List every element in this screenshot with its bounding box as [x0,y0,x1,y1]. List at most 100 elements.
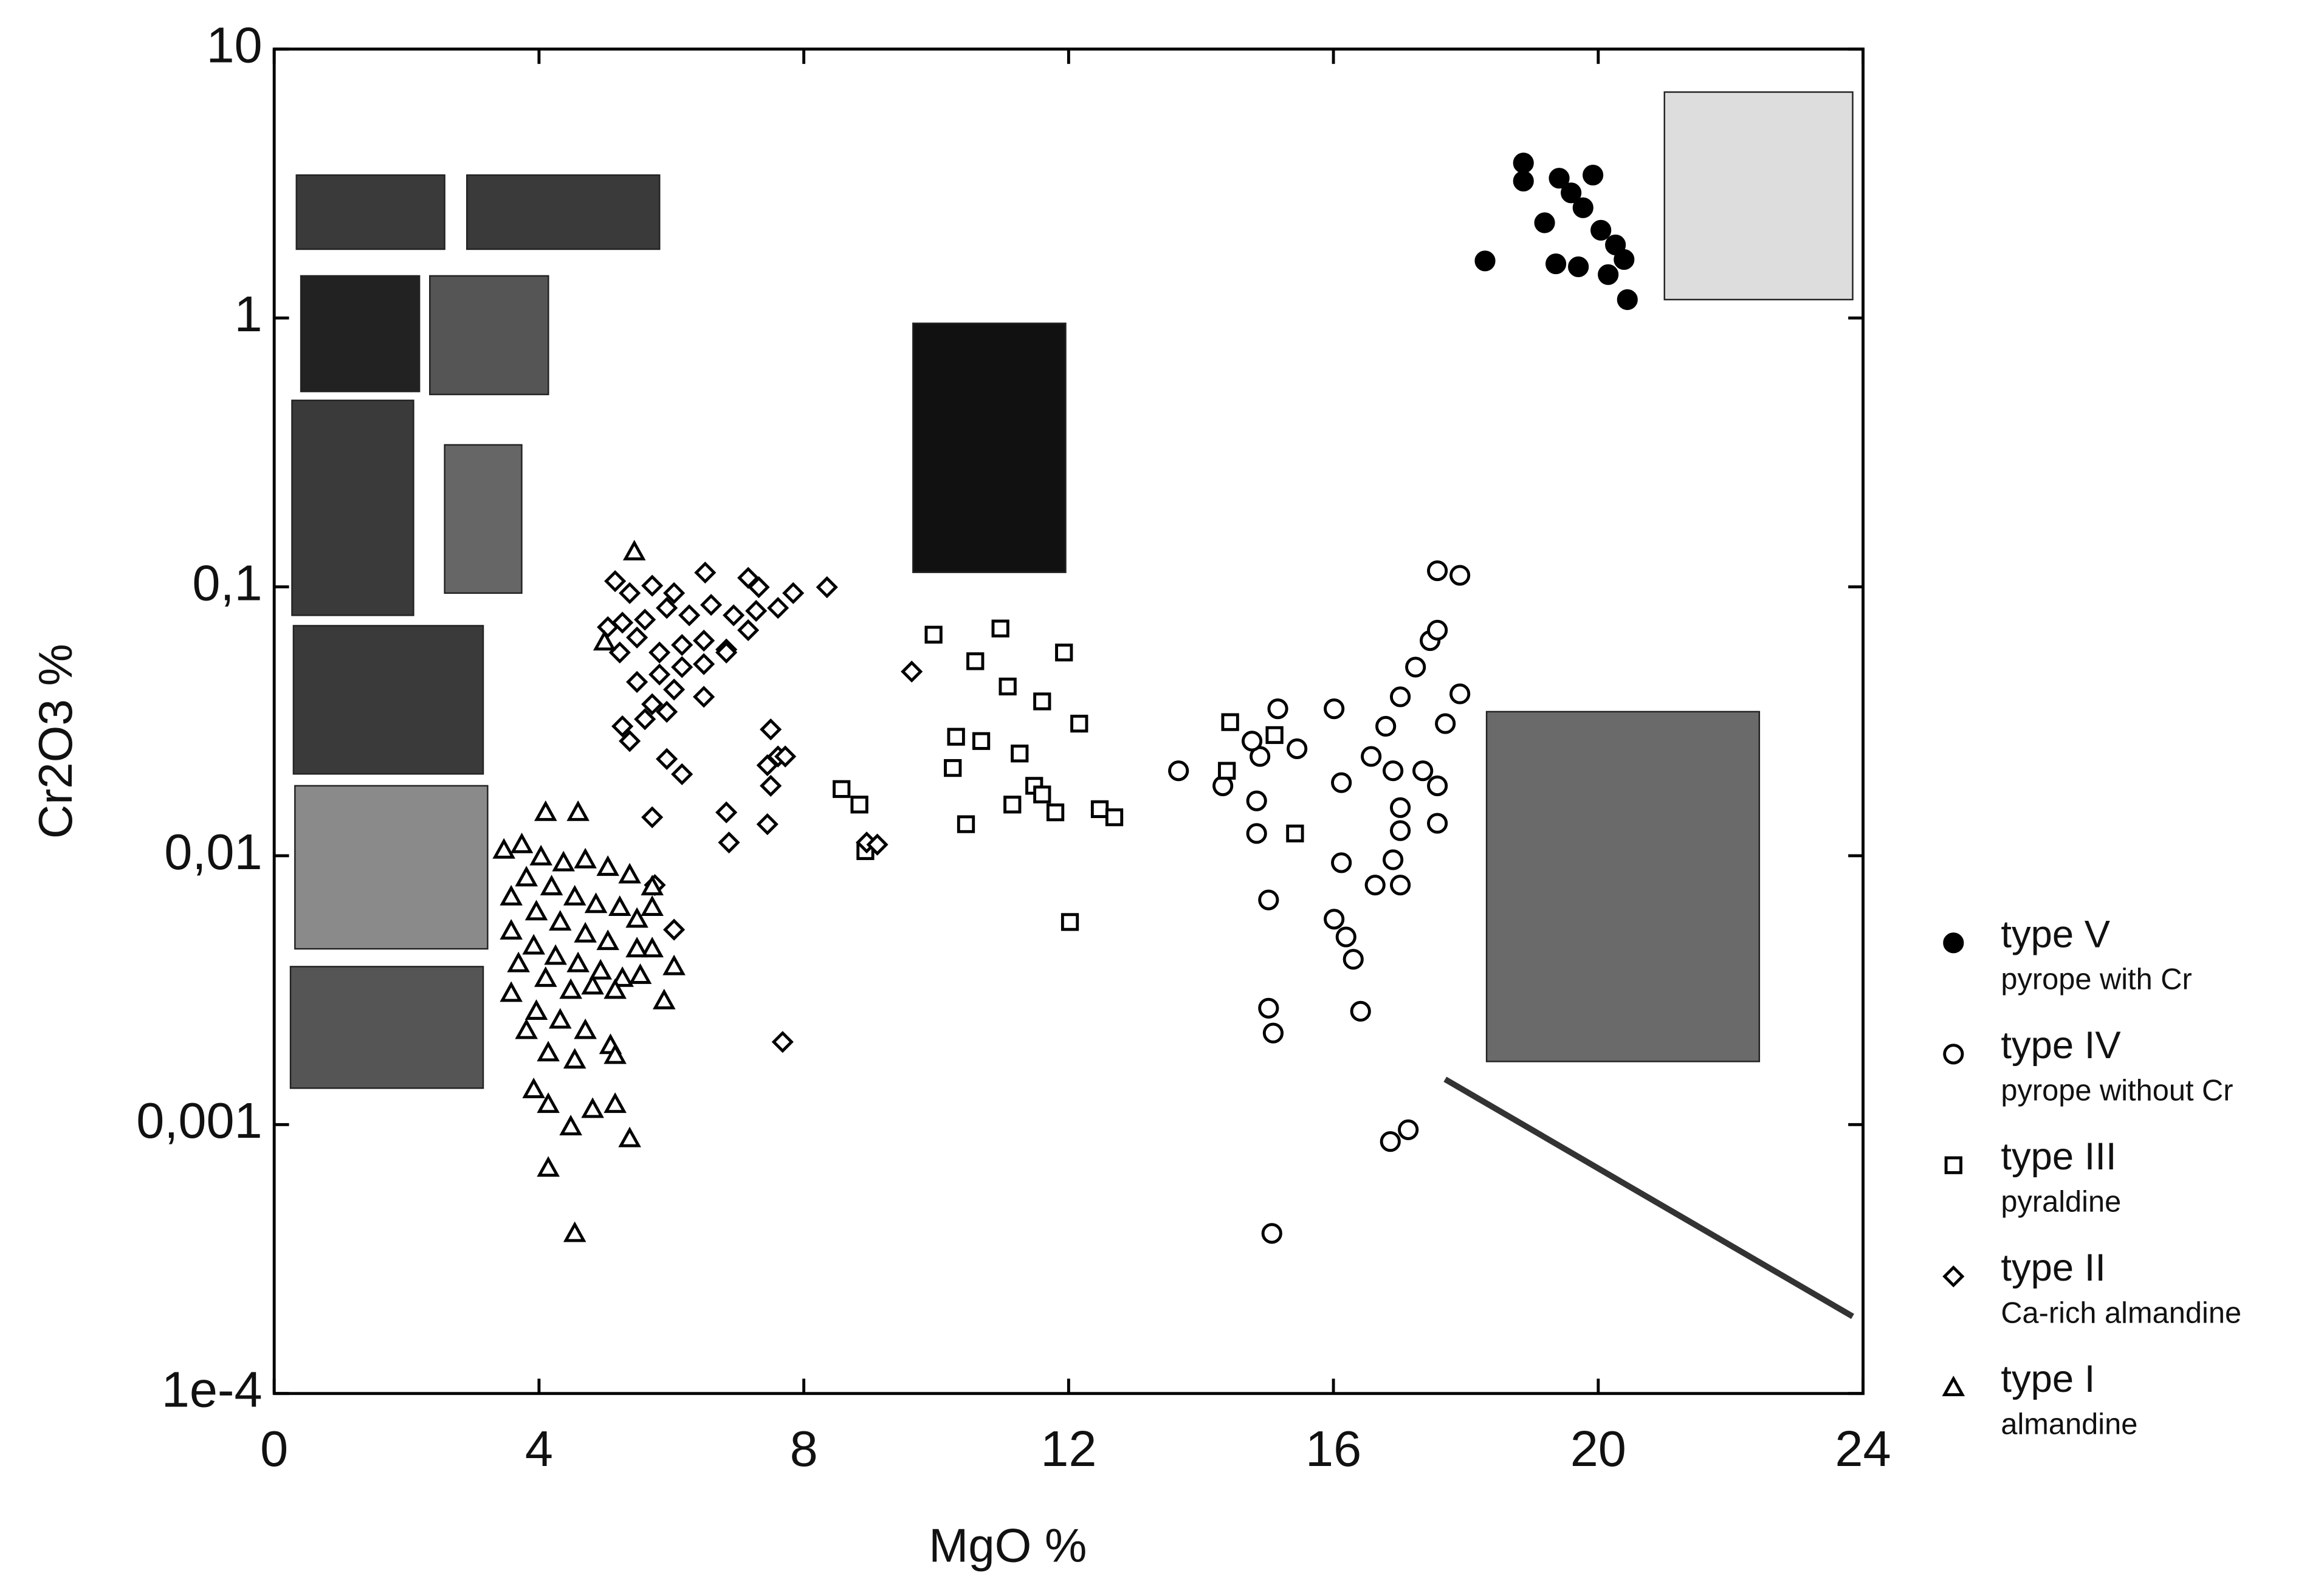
point [700,594,723,616]
x-axis-title: MgO % [929,1518,1087,1572]
point [522,1078,545,1098]
point [563,1048,586,1069]
y-tick-label: 1 [235,286,263,342]
point [634,708,656,731]
point [663,678,686,701]
point [581,974,604,995]
point [641,693,664,715]
point [1590,219,1612,241]
point [1513,170,1534,191]
point [1324,909,1345,930]
point [596,855,619,876]
x-tick-label: 24 [1835,1420,1891,1477]
point [715,801,738,824]
point [603,1043,627,1064]
legend-description: almandine [2001,1408,2137,1440]
point [619,730,641,752]
legend-name: type I [2001,1358,2095,1400]
point [548,1008,572,1029]
point [500,981,523,1002]
point [1267,698,1288,720]
x-tick-label: 4 [525,1420,553,1477]
point [693,686,715,708]
point [537,1156,560,1177]
point [782,582,805,604]
point [574,921,597,943]
legend-marker [1942,1265,1965,1288]
point [693,629,715,652]
point [548,910,572,931]
point [589,958,612,980]
point [1568,256,1589,278]
point [656,701,678,723]
point [619,582,641,604]
point [999,677,1017,696]
legend-description: pyrope with Cr [2001,963,2192,996]
point [1364,875,1386,896]
point [1003,796,1022,814]
point [522,934,545,955]
point [1265,726,1284,745]
point [566,951,590,972]
point [1350,1000,1371,1022]
point [1427,775,1448,796]
legend-marker [1944,1156,1962,1174]
point [1258,997,1279,1019]
photo [291,399,414,616]
point [603,978,627,999]
point [544,944,567,965]
point [1383,849,1404,870]
point [1246,790,1267,811]
point [1342,949,1364,970]
point [1261,1223,1282,1244]
point [1375,715,1397,737]
point [662,954,686,976]
point [581,1097,604,1118]
point [622,540,646,561]
point [566,800,590,821]
legend-marker [1943,932,1964,954]
point [1398,1119,1419,1140]
point [648,663,671,686]
point [1383,760,1404,782]
point [626,670,648,693]
photo [289,966,484,1089]
point [1242,731,1263,752]
point [944,759,962,777]
point [718,831,740,854]
legend-name: type IV [2001,1024,2120,1067]
point [1545,253,1567,275]
point [663,582,686,604]
point [596,929,619,951]
point [1221,713,1239,731]
point [1070,714,1088,733]
y-tick-label: 0,001 [136,1092,262,1149]
legend-description: pyrope without Cr [2001,1075,2233,1107]
photo [294,785,489,950]
point [552,850,575,872]
point [500,885,523,906]
point [1390,875,1411,896]
point [1427,560,1448,582]
point [774,745,797,768]
point [1335,926,1356,948]
point [507,951,530,972]
legend-marker [1943,1044,1964,1065]
point [678,604,701,627]
point [737,566,760,589]
point [641,806,664,828]
point [957,815,975,833]
point [584,892,608,914]
photo [295,174,445,250]
legend-name: type III [2001,1135,2116,1178]
point [1435,713,1456,734]
photo [466,174,661,250]
point [972,732,991,750]
point [656,748,678,770]
y-tick-label: 0,1 [192,554,262,611]
point [534,800,557,821]
point [966,652,985,670]
point [625,937,648,958]
point [641,875,664,896]
